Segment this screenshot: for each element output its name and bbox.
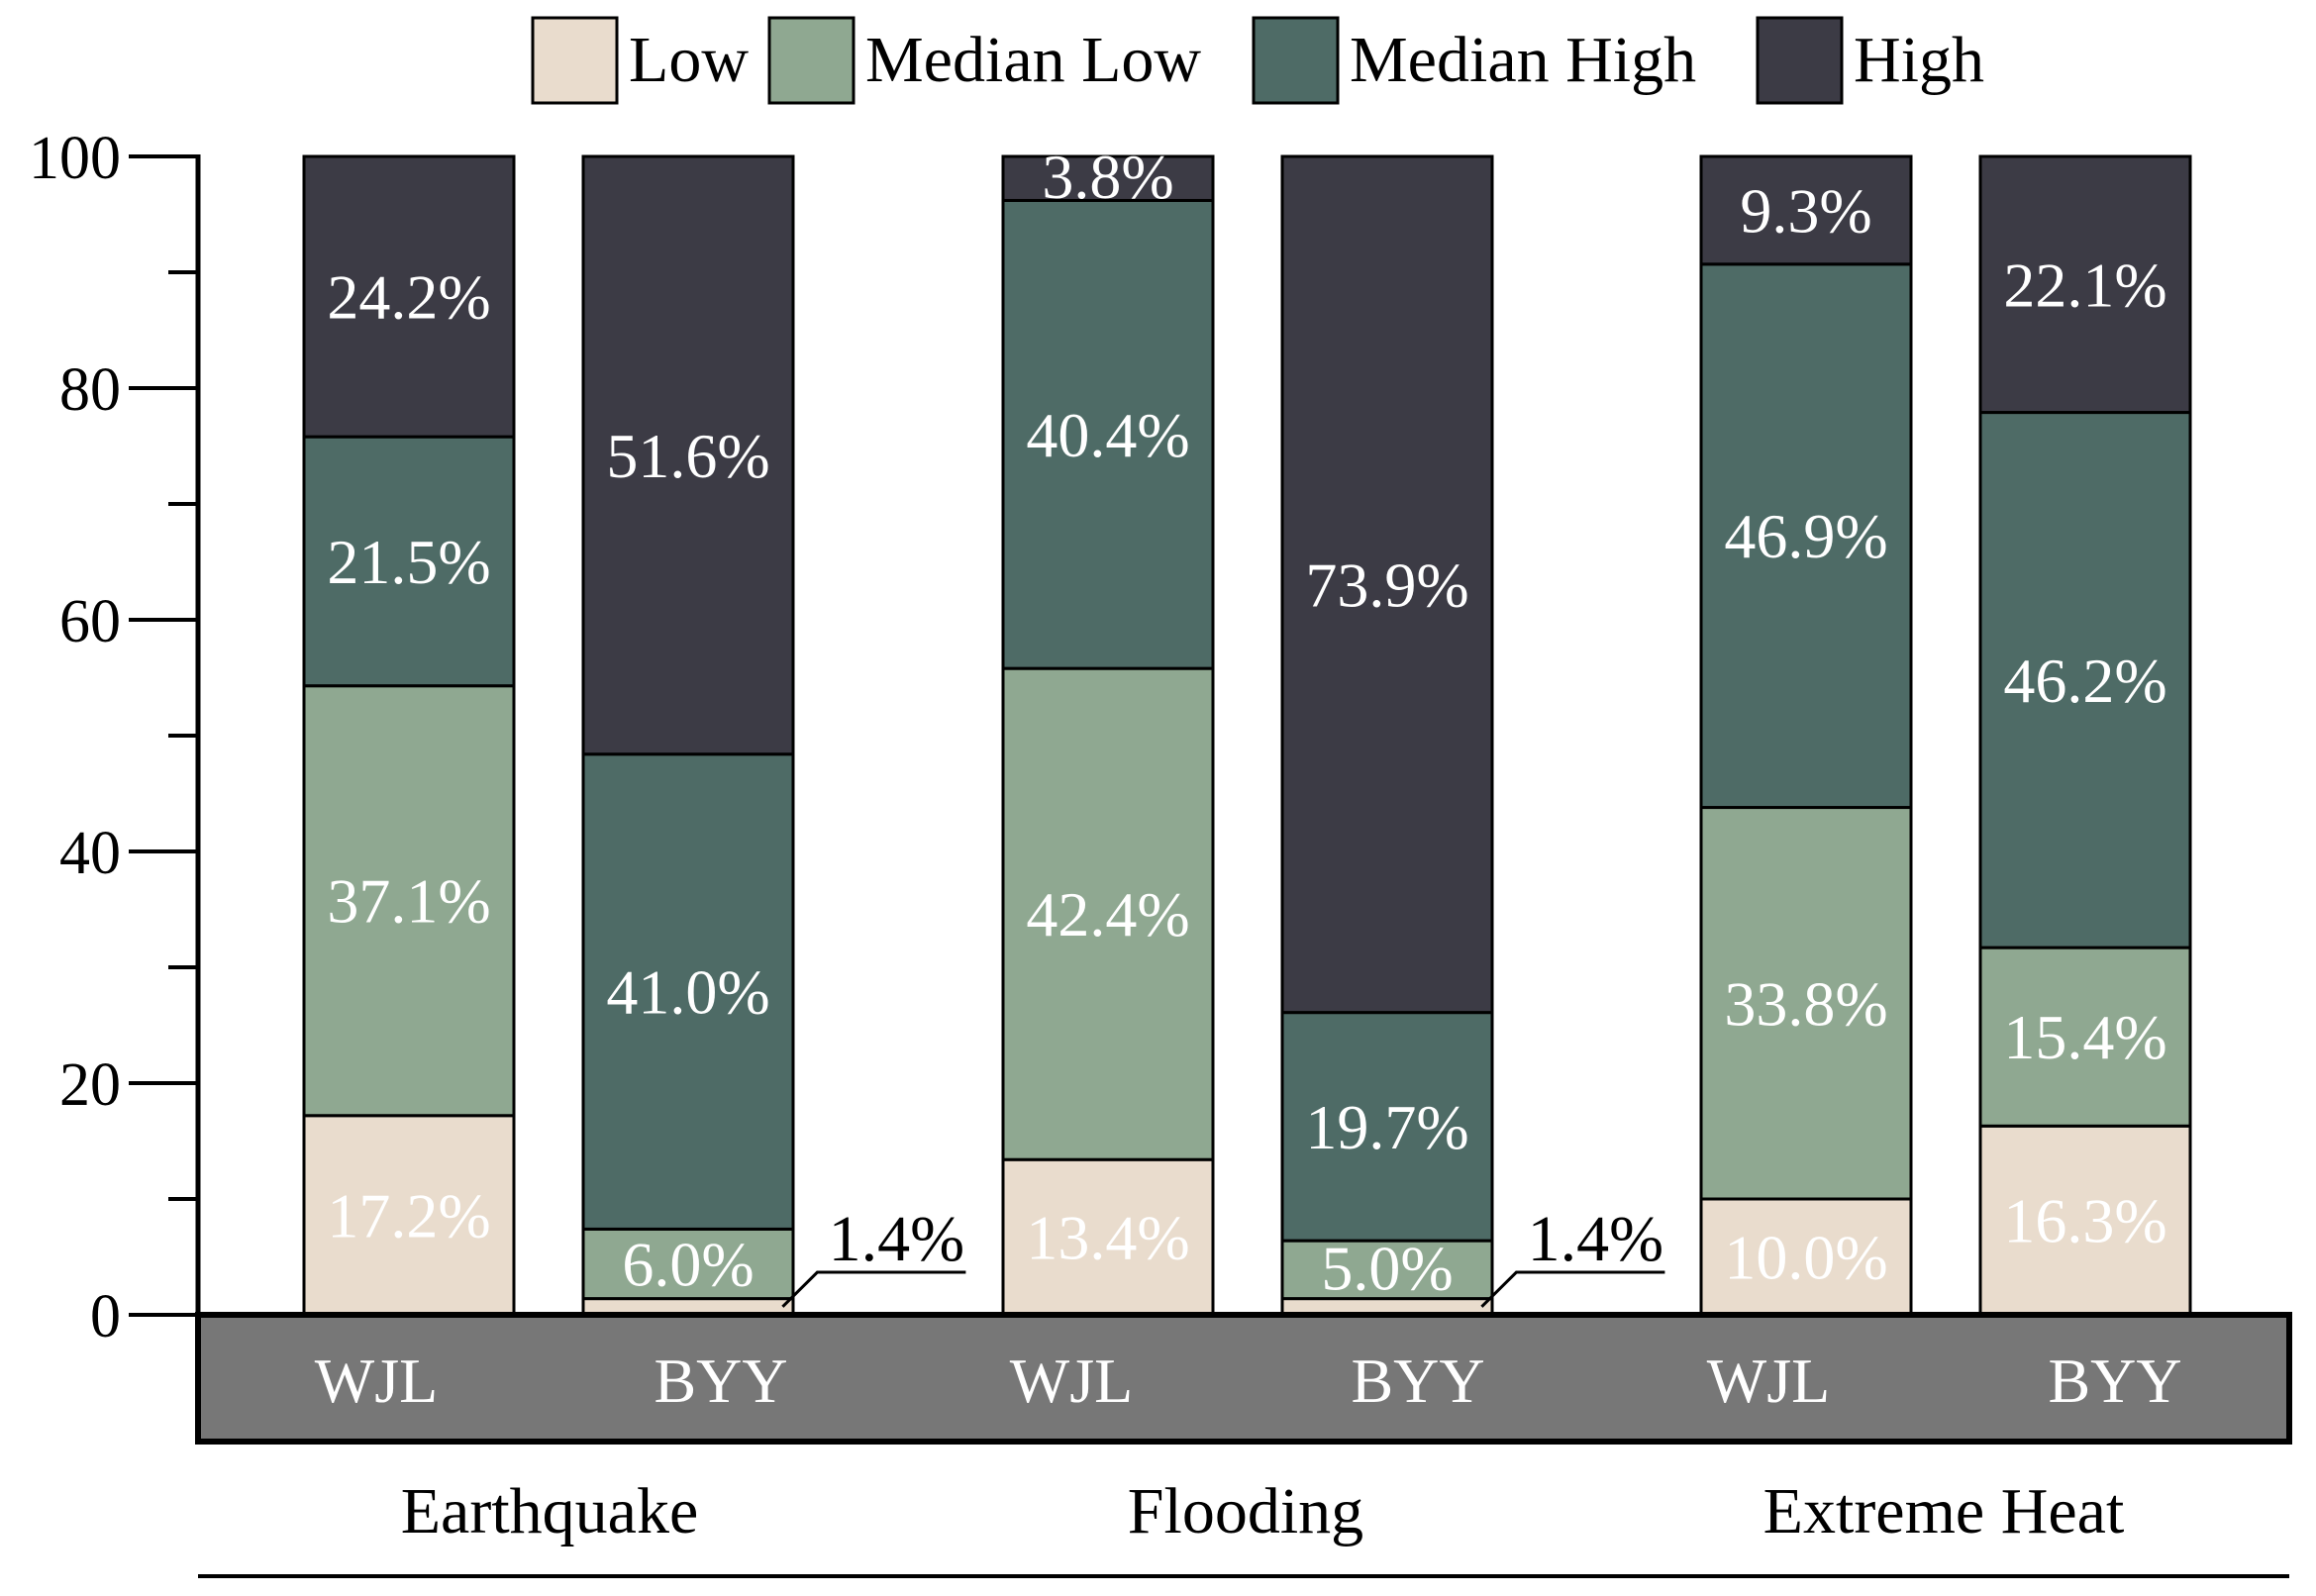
bar-segment <box>1001 666 1215 1161</box>
data-label: 13.4% <box>1026 1203 1189 1273</box>
data-label: 22.1% <box>2003 249 2166 320</box>
group-label: Extreme Heat <box>1763 1475 2125 1547</box>
bar-segment <box>1001 1157 1215 1317</box>
data-label: 73.9% <box>1305 549 1468 620</box>
data-label: 17.2% <box>327 1180 490 1250</box>
data-label: 33.8% <box>1724 968 1887 1039</box>
data-label: 24.2% <box>327 262 490 333</box>
category-band-box <box>195 1312 2292 1445</box>
y-axis: 0 20 40 60 80 100 <box>29 125 201 1350</box>
bar-segment <box>581 154 795 756</box>
y-tick-label: 60 <box>59 588 121 655</box>
bar-segment <box>1978 1124 2192 1317</box>
legend-swatch <box>1252 16 1340 105</box>
callout-label: 1.4% <box>1528 1203 1663 1275</box>
data-label: 16.3% <box>2003 1186 2166 1256</box>
x-tick-label: WJL <box>315 1346 438 1416</box>
bar-segment <box>581 752 795 1231</box>
data-label: 37.1% <box>327 866 490 937</box>
data-label: 40.4% <box>1026 400 1189 470</box>
data-label: 42.4% <box>1026 879 1189 949</box>
data-label: 5.0% <box>1321 1233 1453 1303</box>
callout-leader <box>1480 1270 1665 1308</box>
x-tick-label: BYY <box>1351 1346 1484 1416</box>
callout-leader <box>781 1270 966 1308</box>
callout-label: 1.4% <box>829 1203 964 1275</box>
callouts: 1.4% 1.4% <box>781 1203 1665 1308</box>
data-label: 21.5% <box>327 527 490 597</box>
legend-label: High <box>1854 24 1984 96</box>
data-label: 15.4% <box>2003 1002 2166 1072</box>
group-labels: Earthquake Flooding Extreme Heat <box>198 1475 2289 1578</box>
legend-label: Median High <box>1350 24 1696 96</box>
legend-swatch <box>1756 16 1844 105</box>
bar-segment <box>1978 154 2192 415</box>
data-label: 41.0% <box>606 957 769 1028</box>
category-band: WJL BYY WJL BYY WJL BYY <box>195 1312 2292 1445</box>
x-tick-label: WJL <box>1707 1346 1830 1416</box>
y-tick-label: 40 <box>59 820 121 887</box>
data-label: 19.7% <box>1305 1092 1468 1162</box>
legend: Low Median Low Median High High <box>531 16 1984 105</box>
data-label: 51.6% <box>606 421 769 491</box>
data-label: 3.8% <box>1042 142 1173 212</box>
x-tick-label: BYY <box>2048 1346 2181 1416</box>
data-label: 6.0% <box>622 1230 754 1300</box>
x-tick-label: BYY <box>654 1346 787 1416</box>
x-tick-label: WJL <box>1010 1346 1133 1416</box>
bar-segment <box>302 1114 516 1317</box>
legend-label: Low <box>629 24 749 96</box>
data-label: 46.9% <box>1724 501 1887 571</box>
data-label: 46.2% <box>2003 646 2166 716</box>
bar-segment <box>1280 154 1494 1015</box>
y-tick-label: 0 <box>90 1283 121 1350</box>
bars: 17.2% 37.1% 21.5% 24.2% 6.0% 41.0% 51.6% 13.4% 4… <box>302 142 2192 1317</box>
bar-segment <box>1699 806 1913 1201</box>
bar-segment <box>1699 1197 1913 1317</box>
legend-swatch <box>531 16 619 105</box>
y-tick-label: 100 <box>29 125 121 192</box>
bar-segment <box>1699 154 1913 266</box>
data-label: 9.3% <box>1740 175 1871 246</box>
group-label: Flooding <box>1128 1475 1363 1547</box>
bar-segment <box>302 684 516 1118</box>
data-label: 10.0% <box>1724 1223 1887 1293</box>
bar-segment <box>1280 1011 1494 1243</box>
y-tick-label: 80 <box>59 356 121 424</box>
bar-segment <box>302 154 516 439</box>
bar-segment <box>1978 411 2192 949</box>
legend-swatch <box>767 16 856 105</box>
bar-segment <box>1699 262 1913 810</box>
bar-segment <box>1001 154 1215 202</box>
legend-label: Median Low <box>865 24 1201 96</box>
y-tick-label: 20 <box>59 1051 121 1119</box>
bar-segment <box>1978 946 2192 1128</box>
bar-segment <box>1001 198 1215 670</box>
group-label: Earthquake <box>401 1475 699 1547</box>
